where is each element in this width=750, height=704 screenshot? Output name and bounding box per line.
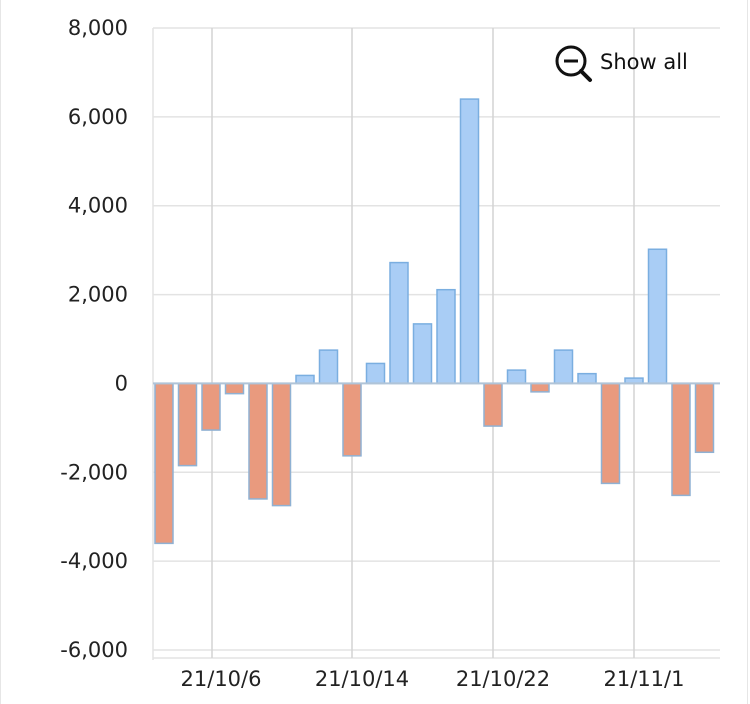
bar-positive[interactable] [506,369,527,385]
bar-negative[interactable] [271,382,292,507]
bar-negative[interactable] [177,382,198,467]
y-tick-label: 0 [115,371,128,395]
y-tick-label: 4,000 [68,194,128,218]
bar-negative[interactable] [483,382,503,427]
bar-positive[interactable] [318,349,339,385]
x-tick-label: 21/11/1 [604,667,685,691]
bar-negative[interactable] [201,382,221,431]
bar-positive[interactable] [553,349,574,385]
y-tick-label: -4,000 [60,549,128,573]
bar-negative[interactable] [694,382,715,454]
y-tick-label: 2,000 [68,283,128,307]
bar-negative[interactable] [224,382,245,395]
y-tick-label: 8,000 [68,16,128,40]
bar-positive[interactable] [295,374,315,385]
bar-negative[interactable] [342,382,362,457]
bar-positive[interactable] [436,288,456,385]
bar-negative[interactable] [248,382,268,500]
zoom-out-icon [555,45,592,82]
bar-positive[interactable] [577,372,597,385]
y-axis-ticks: 8,000 6,000 4,000 2,000 0 -2,000 -4,000 -6,000 [60,16,128,662]
bar-negative[interactable] [600,382,621,485]
bar-positive[interactable] [647,248,668,385]
show-all-label: Show all [600,50,688,74]
x-tick-label: 21/10/22 [456,667,550,691]
x-tick-label: 21/10/6 [181,667,262,691]
x-axis-ticks: 21/10/6 21/10/14 21/10/22 21/11/1 [181,667,685,691]
y-tick-label: -2,000 [60,460,128,484]
y-tick-label: -6,000 [60,638,128,662]
bar-positive[interactable] [389,261,409,385]
y-tick-label: 6,000 [68,105,128,129]
bar-positive[interactable] [365,362,386,385]
bar-negative[interactable] [671,382,691,497]
bar-negative[interactable] [530,382,550,393]
bar-negative[interactable] [154,382,174,545]
bar-positive[interactable] [412,323,433,385]
bar-positive[interactable] [459,98,480,385]
x-tick-label: 21/10/14 [315,667,409,691]
bars [154,98,715,545]
show-all-button[interactable]: Show all [555,45,688,82]
